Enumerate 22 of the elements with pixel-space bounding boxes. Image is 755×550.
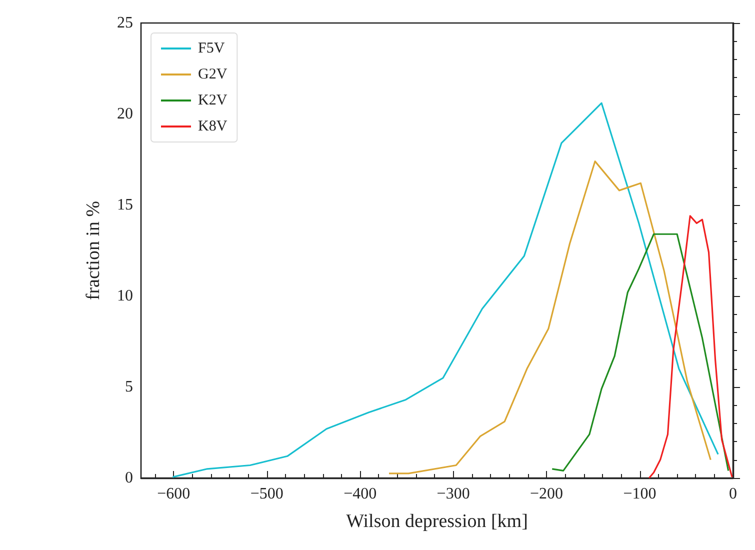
x-tick-label: −600 bbox=[157, 486, 190, 502]
x-tick-label: −300 bbox=[436, 486, 470, 502]
legend-label: K8V bbox=[198, 118, 228, 134]
x-tick-label: −400 bbox=[344, 486, 377, 502]
y-tick-label: 25 bbox=[117, 14, 133, 32]
y-tick-label: 10 bbox=[117, 288, 133, 304]
x-tick-label: −500 bbox=[250, 486, 284, 502]
y-tick-label: 0 bbox=[125, 470, 133, 486]
y-tick-label: 20 bbox=[117, 106, 133, 122]
line-series bbox=[388, 160, 712, 474]
legend-label: F5V bbox=[198, 40, 225, 56]
x-tick-label: 0 bbox=[729, 486, 737, 502]
y-tick-label: 5 bbox=[125, 378, 133, 396]
legend-label: G2V bbox=[198, 66, 228, 82]
line-series bbox=[551, 233, 730, 472]
x-axis-title: Wilson depression [km] bbox=[346, 511, 528, 532]
x-tick-label: −200 bbox=[530, 486, 564, 502]
line-series bbox=[648, 215, 733, 479]
x-tick-label: −100 bbox=[623, 486, 656, 502]
y-tick-label: 15 bbox=[117, 196, 133, 214]
y-axis-title: fraction in % bbox=[83, 200, 104, 300]
legend-label: K2V bbox=[198, 92, 228, 108]
